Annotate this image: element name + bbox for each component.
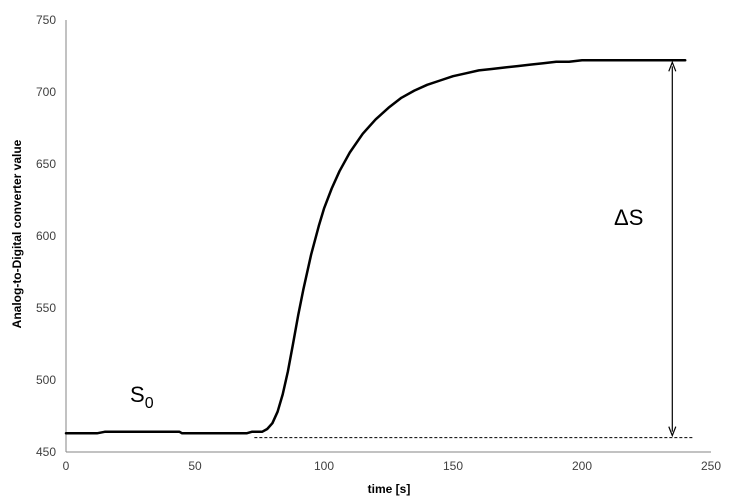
x-tick-label: 0 [63,459,70,473]
s0-sub: 0 [145,395,154,412]
s0-label: S0 [130,382,154,412]
delta-arrow-head-top [668,60,677,72]
y-axis-title: Analog-to-Digital converter value [10,139,24,328]
x-tick-label: 150 [443,459,463,473]
y-tick-label: 500 [36,373,56,387]
y-tick-label: 550 [36,301,56,315]
delta-arrow-head-bottom [668,426,677,438]
series-line [64,59,687,435]
series-layer [64,59,687,435]
delta-s-label: ΔS [614,205,643,230]
x-axis-title: time [s] [368,482,411,496]
x-tick-label: 200 [572,459,592,473]
y-tick-label: 450 [36,445,56,459]
y-tick-label: 700 [36,85,56,99]
axes [65,20,711,453]
x-tick-label: 50 [188,459,202,473]
tick-labels: 0 50 100 150 200 250 450 500 550 600 650 700 750 [36,13,721,473]
x-tick-label: 250 [701,459,721,473]
y-tick-label: 750 [36,13,56,27]
annotations [254,60,693,439]
s0-main: S [130,382,145,407]
y-tick-label: 600 [36,229,56,243]
y-tick-label: 650 [36,157,56,171]
x-tick-label: 100 [314,459,334,473]
